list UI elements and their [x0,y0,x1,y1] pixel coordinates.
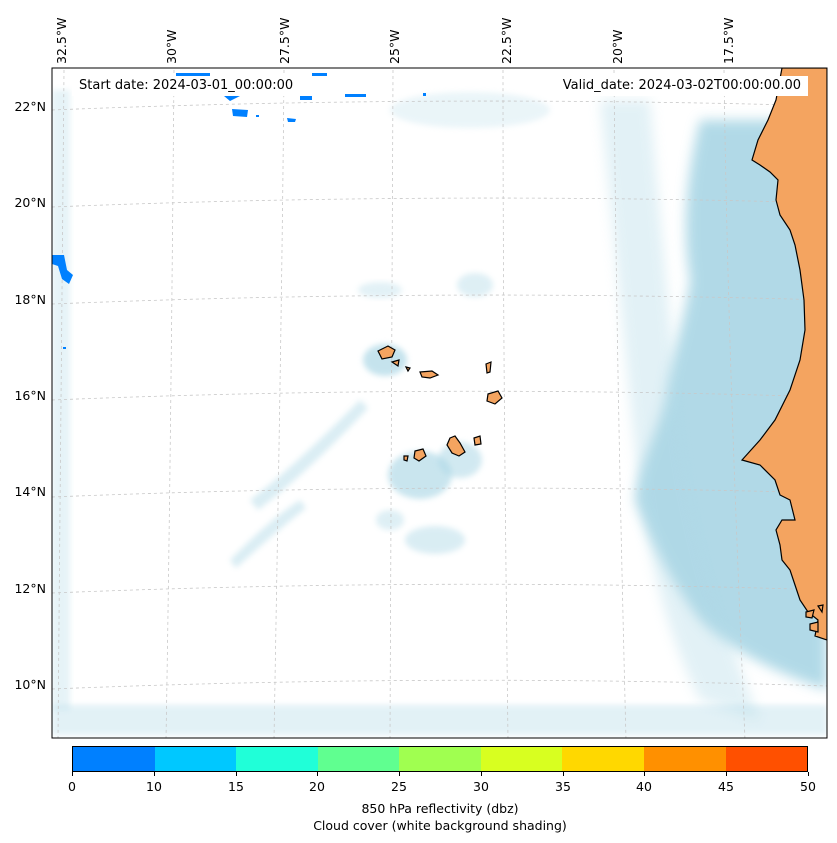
bijagos-island-3 [817,604,824,614]
colorbar-tick-mark [808,772,809,776]
colorbar-tick-label: 20 [309,779,325,794]
colorbar-tick-mark [317,772,318,776]
colorbar-tick-label: 35 [555,779,571,794]
colorbar-tick-label: 25 [391,779,407,794]
cloud-cover-shading [52,90,827,735]
lat-label-14n: 14°N [14,484,46,499]
island-sal [485,361,492,374]
colorbar-tick-mark [563,772,564,776]
cloud-patch-center [457,273,493,297]
latitude-labels: 22°N 20°N 18°N 16°N 14°N 12°N 10°N [14,99,46,692]
lon-label-27-5w: 27.5°W [277,18,292,64]
island-santa-luzia [404,366,411,373]
colorbar-segment-2 [236,747,318,771]
colorbar-tick-label: 50 [800,779,816,794]
colorbar-tick-mark [481,772,482,776]
lat-label-22n: 22°N [14,99,46,114]
colorbar-tick-label: 15 [228,779,244,794]
colorbar-segment-1 [154,747,237,771]
lon-label-30w: 30°W [164,29,179,64]
colorbar-segment-7 [643,747,726,771]
lat-label-20n: 20°N [14,195,46,210]
colorbar-tick-mark [644,772,645,776]
colorbar-segment-5 [480,747,563,771]
lat-label-10n: 10°N [14,677,46,692]
start-date-label: Start date: 2024-03-01_00:00:00 [72,76,301,96]
echo-west [52,255,73,284]
graticule [52,69,827,738]
colorbar-ticks: 0 10 15 20 25 30 35 40 45 50 [68,772,816,794]
island-maio [473,435,482,446]
bijagos-island-2 [809,621,819,633]
meridian-30w [165,69,175,738]
meridian-27-5w [273,69,285,738]
colorbar-tick-mark [726,772,727,776]
meridian-20w [613,69,627,738]
cloud-patch-east-islands [438,442,482,478]
longitude-labels: 32.5°W 30°W 27.5°W 25°W 22.5°W 20°W 17.5… [54,18,736,64]
cloud-edge-bottom [52,705,827,735]
lon-label-17-5w: 17.5°W [721,18,736,64]
echo-north-5 [300,96,312,100]
echo-north-8 [287,118,296,122]
colorbar-label: 850 hPa reflectivity (dbz) [361,801,519,816]
meridian-17-5w [723,69,746,738]
echo-north-6 [312,73,327,76]
echo-west-dot [63,347,66,349]
cloud-streak-south [230,500,306,568]
colorbar-segment-6 [562,747,644,771]
colorbar-tick-label: 30 [473,779,489,794]
colorbar-tick-mark [72,772,73,776]
colorbar-sublabel: Cloud cover (white background shading) [313,818,567,833]
colorbar-segment-4 [399,747,481,771]
lon-label-22-5w: 22.5°W [499,18,514,64]
island-sao-vicente [390,359,400,368]
map-border [51,67,828,739]
lat-label-18n: 18°N [14,292,46,307]
cloud-patch-north [390,92,550,128]
island-sao-nicolau [419,370,440,379]
cloud-patch-islands-north [363,344,407,376]
colorbar-tick-mark [399,772,400,776]
cloud-streak-west [250,400,368,510]
island-santiago [446,435,466,457]
echo-small-1 [256,115,259,117]
echo-north-10 [423,93,426,96]
island-fogo [413,448,427,462]
colorbar-tick-label: 10 [146,779,162,794]
cloud-patch-southwest [376,510,404,530]
colorbar-segment-8 [725,747,808,771]
land [377,68,827,641]
colorbar-tick-label: 45 [718,779,734,794]
echo-north-7 [232,109,248,117]
lon-label-25w: 25°W [387,29,402,64]
colorbar-tick-label: 40 [636,779,652,794]
bijagos-island-1 [805,609,815,619]
cloud-patch-islands-south [388,451,452,499]
lat-label-12n: 12°N [14,581,46,596]
island-santo-antao [377,345,396,360]
lon-label-32-5w: 32.5°W [54,18,69,64]
lat-label-16n: 16°N [14,388,46,403]
cloud-patch-south [405,526,465,554]
valid-date-label: Valid_date: 2024-03-02T00:00:00.00 [555,76,808,96]
island-brava [403,455,409,462]
colorbar-tick-mark [154,772,155,776]
colorbar-tick-label: 0 [68,779,76,794]
colorbar-segment-0 [73,747,155,771]
echo-north-9 [345,94,366,97]
african-coast [740,68,827,641]
lon-label-20w: 20°W [610,29,625,64]
meridian-25w [389,69,394,738]
cloud-patch-center-2 [358,282,402,298]
meridian-32-5w [57,69,65,738]
colorbar-tick-mark [236,772,237,776]
meridian-22-5w [502,69,509,738]
island-boa-vista [486,390,503,405]
colorbar [72,746,808,772]
echo-north-1 [176,73,210,76]
map-figure: 32.5°W 30°W 27.5°W 25°W 22.5°W 20°W 17.5… [14,18,828,739]
colorbar-segment-3 [317,747,400,771]
cloud-band-offshore [600,100,760,720]
